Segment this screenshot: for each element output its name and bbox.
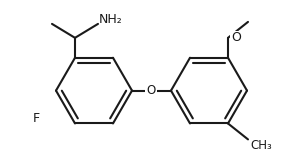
Text: O: O (146, 84, 156, 97)
Text: CH₃: CH₃ (250, 139, 272, 152)
Text: NH₂: NH₂ (99, 13, 123, 26)
Text: F: F (33, 112, 40, 125)
Text: O: O (231, 31, 241, 44)
